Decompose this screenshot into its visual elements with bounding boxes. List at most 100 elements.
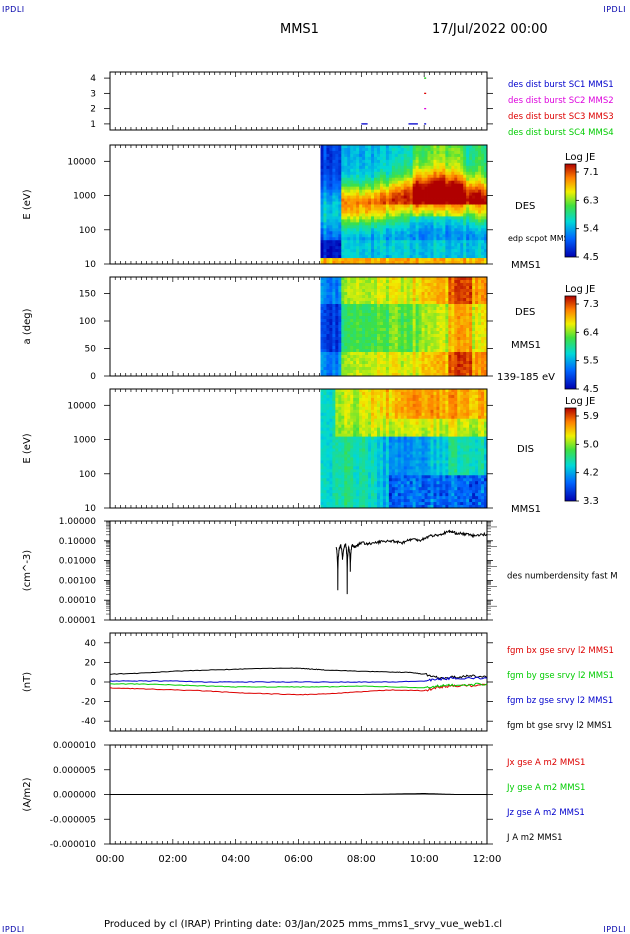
spectrogram-cell [344,198,348,202]
spectrogram-cell [427,277,431,281]
spectrogram-cell [326,222,330,226]
spectrogram-cell [391,159,396,164]
spectrogram-cell [406,298,411,302]
spectrogram-cell [323,186,327,191]
spectrogram-cell [433,249,437,253]
spectrogram-cell [326,466,330,470]
spectrogram-cell [412,352,417,356]
spectrogram-cell [406,307,411,311]
spectrogram-cell [412,364,417,368]
spectrogram-cell [460,289,464,293]
spectrogram-cell [442,177,446,182]
spectrogram-cell [460,171,464,176]
spectrogram-cell [388,186,393,191]
spectrogram-cell [323,448,327,452]
spectrogram-cell [338,180,342,185]
spectrogram-cell [421,370,425,374]
spectrogram-cell [418,165,422,170]
spectrogram-cell [332,418,336,423]
spectrogram-cell [451,283,455,287]
spectrogram-cell [400,180,405,185]
spectrogram-cell [421,301,425,305]
spectrogram-cell [332,394,336,399]
spectrogram-cell [397,237,402,241]
spectrogram-cell [421,373,425,377]
spectrogram-cell [421,234,425,238]
spectrogram-cell [469,358,473,362]
spectrogram-cell [457,174,461,179]
spectrogram-cell [347,147,351,152]
spectrogram-cell [371,307,375,311]
spectrogram-cell [329,499,333,503]
spectrogram-cell [385,355,390,359]
spectrogram-cell [329,153,333,158]
spectrogram-cell [338,349,342,353]
spectrogram-cell [457,292,461,296]
spectrogram-cell [382,180,387,185]
spectrogram-cell [376,367,381,371]
spectrogram-cell [421,364,425,368]
spectrogram-cell [403,186,408,191]
spectrogram-cell [400,295,405,299]
spectrogram-cell [338,204,342,208]
spectrogram-cell [424,283,428,287]
spectrogram-cell [391,153,396,158]
spectrogram-cell [478,316,482,320]
spectrogram-cell [460,156,464,161]
spectrogram-cell [436,225,440,229]
spectrogram-cell [356,261,360,265]
spectrogram-cell [439,334,443,338]
spectrogram-cell [469,298,473,302]
spectrogram-cell [353,355,357,359]
spectrogram-cell [359,313,363,317]
spectrogram-cell [403,231,408,235]
spectrogram-cell [323,153,327,158]
spectrogram-cell [335,234,339,238]
spectrogram-cell [329,439,333,443]
spectrogram-cell [472,174,476,179]
spectrogram-cell [356,186,360,191]
spectrogram-cell [323,213,327,217]
spectrogram-cell [430,225,434,229]
spectrogram-cell [409,313,414,317]
spectrogram-cell [329,436,333,440]
spectrogram-cell [484,322,488,326]
spectrogram-cell [436,186,440,191]
spectrogram-cell [469,201,473,205]
spectrogram-cell [427,346,431,350]
spectrogram-cell [445,243,449,247]
spectrogram-cell [394,304,399,308]
spectrogram-cell [382,252,387,256]
spectrogram-cell [329,463,333,467]
spectrogram-cell [436,231,440,235]
spectrogram-cell [436,310,440,314]
spectrogram-cell [442,346,446,350]
spectrogram-cell [427,295,431,299]
spectrogram-cell [448,340,452,344]
spectrogram-cell [371,186,375,191]
spectrogram-cell [400,189,405,193]
spectrogram-cell [427,355,431,359]
spectrogram-cell [397,364,402,368]
spectrogram-cell [427,180,431,185]
spectrogram-cell [374,328,378,332]
spectrogram-cell [329,391,333,396]
spectrogram-cell [436,298,440,302]
spectrogram-cell [457,258,461,262]
spectrogram-cell [430,204,434,208]
spectrogram-cell [338,249,342,253]
spectrogram-cell [424,310,428,314]
spectrogram-cell [463,201,467,205]
spectrogram-cell [323,481,327,485]
spectrogram-cell [430,156,434,161]
spectrogram-cell [353,147,357,152]
spectrogram-cell [448,180,452,185]
spectrogram-cell [359,337,363,341]
spectrogram-cell [421,322,425,326]
spectrogram-cell [409,165,414,170]
spectrogram-cell [332,472,336,476]
spectrogram-cell [460,255,464,259]
spectrogram-cell [412,286,417,290]
spectrogram-cell [439,316,443,320]
spectrogram-cell [323,409,327,414]
